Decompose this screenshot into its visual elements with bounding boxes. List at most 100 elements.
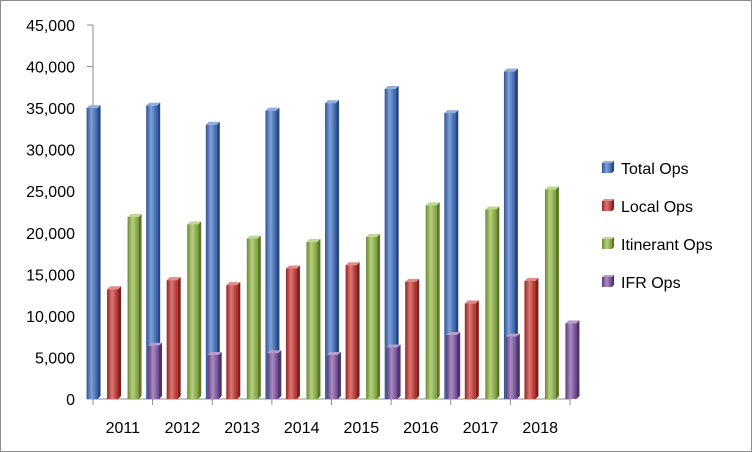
bar xyxy=(86,105,101,399)
bar-front xyxy=(326,354,338,399)
legend-item: Total Ops xyxy=(602,161,689,178)
bar xyxy=(405,278,420,399)
bar-side xyxy=(177,277,181,399)
bar-front xyxy=(544,189,556,399)
bar-side xyxy=(555,186,559,399)
bar-top xyxy=(524,277,539,281)
bar-top xyxy=(366,233,381,237)
bar-side xyxy=(159,342,163,399)
legend-swatch-top xyxy=(602,161,614,163)
x-tick-label: 2014 xyxy=(284,420,320,437)
bar-top xyxy=(446,332,461,336)
bar-front xyxy=(267,353,279,399)
bar-top xyxy=(345,262,360,266)
bar-side xyxy=(336,100,340,399)
x-tick-label: 2013 xyxy=(224,420,260,437)
bar-side xyxy=(97,105,101,399)
bar xyxy=(146,102,161,400)
y-tick-label: 5,000 xyxy=(35,350,75,367)
bar-top xyxy=(205,121,220,125)
bar-top xyxy=(226,282,241,286)
bar xyxy=(285,265,300,399)
bar-front xyxy=(425,205,437,399)
bar-side xyxy=(475,300,479,399)
legend-swatch-top xyxy=(602,199,614,201)
bar-front xyxy=(505,336,517,399)
bar-side xyxy=(356,262,360,399)
bar-top xyxy=(146,102,161,106)
bar-top xyxy=(505,333,520,337)
bar-side xyxy=(576,320,580,399)
bar-side xyxy=(457,332,461,399)
bar-front xyxy=(127,216,139,399)
bar-front xyxy=(107,289,119,399)
bars xyxy=(86,68,580,400)
bar xyxy=(345,262,360,399)
bar-front xyxy=(265,110,277,400)
bar-top xyxy=(267,350,282,354)
bar xyxy=(246,235,261,399)
bar-side xyxy=(198,221,202,399)
bar-top xyxy=(464,300,479,304)
legend-label: IFR Ops xyxy=(621,275,681,292)
bar-top xyxy=(207,351,222,355)
legend: Total Ops Local Ops Itinerant Ops IFR Ops xyxy=(602,161,713,292)
bar-side xyxy=(278,350,282,399)
bar-front xyxy=(148,345,160,399)
bar-top xyxy=(285,265,300,269)
y-tick-label: 40,000 xyxy=(26,60,75,77)
bar xyxy=(326,351,341,399)
bar xyxy=(505,333,520,399)
bar xyxy=(267,350,282,399)
bar xyxy=(425,202,440,399)
bar-side xyxy=(535,277,539,399)
bar-side xyxy=(514,68,518,399)
bar xyxy=(187,221,202,399)
bar xyxy=(524,277,539,399)
legend-swatch-side xyxy=(612,237,614,249)
bar xyxy=(565,320,580,399)
legend-swatch-side xyxy=(612,199,614,211)
bar-top xyxy=(166,277,181,281)
bar-front xyxy=(86,108,98,399)
y-tick-label: 25,000 xyxy=(26,184,75,201)
y-tick-label: 30,000 xyxy=(26,143,75,160)
bar-side xyxy=(317,238,321,399)
bar-top xyxy=(386,344,401,348)
bar-side xyxy=(395,85,399,400)
bar xyxy=(384,85,399,400)
bar xyxy=(485,206,500,399)
bar-front xyxy=(485,209,497,399)
bar-side xyxy=(516,333,520,399)
legend-item: Local Ops xyxy=(602,199,693,216)
bar-top xyxy=(405,278,420,282)
bar-top xyxy=(265,107,280,111)
bar-front xyxy=(226,285,238,399)
bar xyxy=(207,351,222,399)
bar-front xyxy=(444,113,456,399)
bar-side xyxy=(276,107,280,400)
bar xyxy=(107,286,122,399)
bar xyxy=(265,107,280,400)
bar-top xyxy=(127,213,142,217)
bar-side xyxy=(455,110,459,399)
bar-top xyxy=(306,238,321,242)
bar-front xyxy=(205,124,217,399)
legend-label: Itinerant Ops xyxy=(621,237,713,254)
bar-top xyxy=(187,221,202,225)
bar-side xyxy=(436,202,440,399)
bar xyxy=(444,110,459,399)
bar-front xyxy=(565,323,577,399)
bar-side xyxy=(118,286,122,399)
legend-swatch-side xyxy=(612,275,614,287)
bar-side xyxy=(237,282,241,399)
bar xyxy=(366,233,381,399)
legend-item: IFR Ops xyxy=(602,275,681,292)
y-tick-label: 0 xyxy=(66,392,75,409)
axes: 0 5,000 10,000 15,000 20,000 25,000 30,000 35,0… xyxy=(26,18,571,437)
bar-front xyxy=(146,105,158,400)
bar-top xyxy=(326,351,341,355)
legend-swatch xyxy=(602,201,612,211)
legend-label: Total Ops xyxy=(621,161,689,178)
